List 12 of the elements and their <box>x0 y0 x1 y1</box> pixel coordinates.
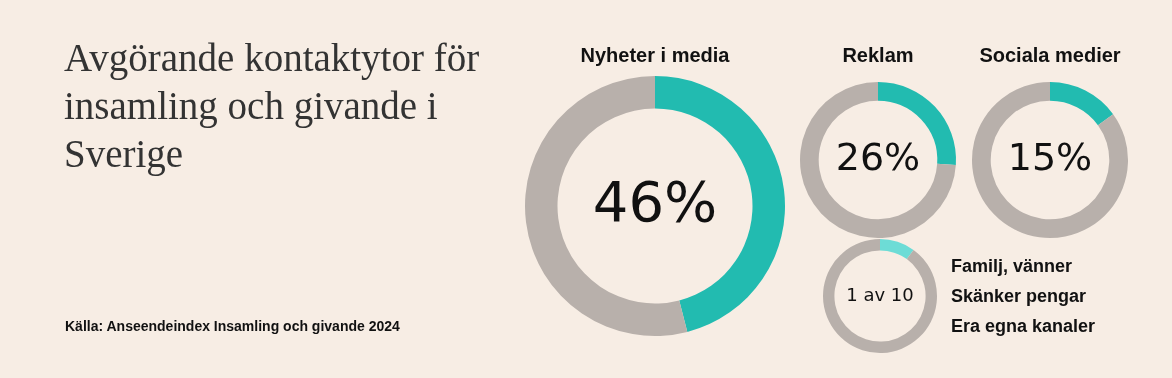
chart-title: Sociala medier <box>979 44 1121 67</box>
chart-title: Nyheter i media <box>580 44 730 67</box>
text: Skänker pengar <box>951 286 1087 306</box>
data-label: 46% <box>592 168 718 234</box>
text: Källa: Anseendeindex Insamling och givande 2024 <box>65 318 400 334</box>
text: Familj, vänner <box>951 256 1073 276</box>
data-label: 15% <box>1007 134 1093 179</box>
data-label: 1 av 10 <box>846 283 914 305</box>
data-label: 26% <box>835 134 921 179</box>
text: Avgörande kontaktytor för insamling och givande i Sverige <box>64 35 481 178</box>
chart-title: Reklam <box>842 44 914 67</box>
text: Era egna kanaler <box>951 316 1096 336</box>
